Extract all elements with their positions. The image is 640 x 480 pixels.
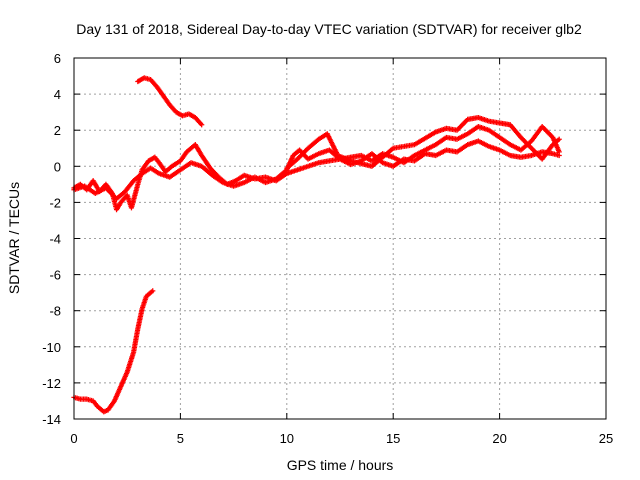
series-lower-arc [71,288,156,415]
x-tick-label: 15 [386,431,400,446]
y-tick-label: -8 [49,304,61,319]
data-point [556,152,562,159]
series-third-band [284,114,562,171]
series-main-band [71,123,562,213]
axis-ticks: 0 5 10 15 20 25 -14 -12 -10 -8 -6 -4 -2 0 2 4 6 [42,51,613,446]
y-tick-label: -2 [49,195,61,210]
data-point [199,122,205,128]
y-tick-label: -10 [42,340,61,355]
y-tick-label: 0 [54,159,61,174]
x-tick-label: 0 [70,431,77,446]
y-axis-label: SDTVAR / TECUs [6,182,22,294]
x-axis-label: GPS time / hours [287,457,394,473]
y-tick-label: -12 [42,376,61,391]
x-tick-label: 10 [280,431,294,446]
x-tick-label: 20 [492,431,506,446]
y-tick-label: 6 [54,51,61,66]
y-tick-label: 4 [54,87,61,102]
series-second-band [71,138,562,202]
data-series [71,75,562,415]
y-tick-label: -6 [49,268,61,283]
series-upper-arc [135,75,205,128]
data-point [556,136,562,142]
chart-title: Day 131 of 2018, Sidereal Day-to-day VTE… [76,21,582,37]
gridlines [74,58,606,419]
y-tick-label: -14 [42,412,61,427]
y-tick-label: -4 [49,232,61,247]
y-tick-label: 2 [54,123,61,138]
x-tick-label: 25 [599,431,613,446]
data-point [150,288,156,294]
x-tick-label: 5 [177,431,184,446]
